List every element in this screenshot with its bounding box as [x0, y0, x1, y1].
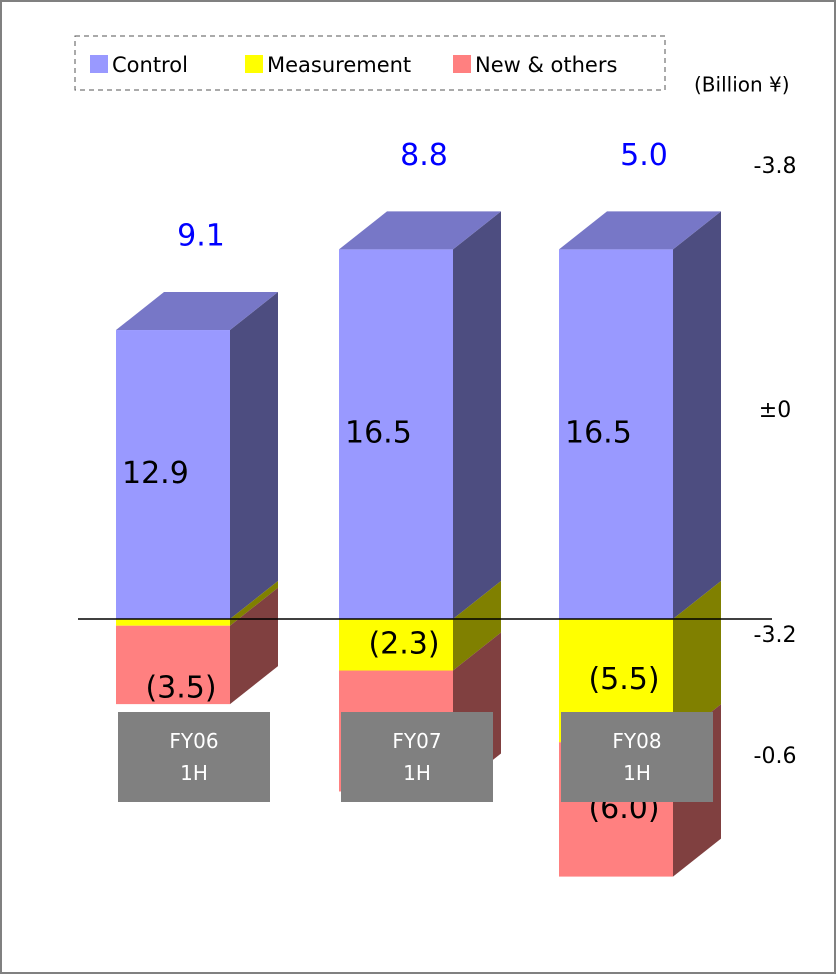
- total-label: 9.1: [177, 219, 225, 254]
- bar: [116, 625, 230, 705]
- legend-label: Measurement: [267, 53, 411, 77]
- bar-side: [453, 581, 501, 671]
- legend-swatch: [453, 55, 471, 73]
- annotation: ±0: [759, 398, 791, 423]
- bar-top: [116, 292, 278, 331]
- category-label: FY08 1H: [561, 712, 713, 802]
- bar-side: [673, 581, 721, 743]
- bar-side: [230, 581, 278, 626]
- bar-side: [673, 211, 721, 619]
- bar-side: [230, 292, 278, 619]
- annotation: -3.8: [754, 154, 797, 179]
- bar: [339, 619, 453, 671]
- total-label: 5.0: [620, 138, 668, 173]
- value-label: 12.9: [122, 456, 189, 491]
- bar: [116, 330, 230, 619]
- annotation: -0.6: [754, 744, 797, 769]
- bar-side: [453, 211, 501, 619]
- bar: [116, 619, 230, 626]
- bar-top: [559, 211, 721, 250]
- value-label: (5.5): [588, 662, 659, 697]
- unit-label: (Billion ¥): [694, 73, 790, 97]
- category-label: FY06 1H: [118, 712, 270, 802]
- legend-swatch: [245, 55, 263, 73]
- bar-top: [339, 211, 501, 250]
- value-label: 16.5: [345, 416, 412, 451]
- value-label: (2.3): [368, 626, 439, 661]
- total-label: 8.8: [400, 138, 448, 173]
- value-label: 16.5: [565, 416, 632, 451]
- category-label: FY07 1H: [341, 712, 493, 802]
- legend-box: [74, 35, 666, 91]
- legend-label: Control: [112, 53, 188, 77]
- legend-swatch: [90, 55, 108, 73]
- value-label: (3.5): [145, 671, 216, 706]
- bar-side: [230, 587, 278, 705]
- legend-label: New & others: [475, 53, 617, 77]
- annotation: -3.2: [754, 623, 797, 648]
- bar: [339, 249, 453, 619]
- bar: [559, 249, 673, 619]
